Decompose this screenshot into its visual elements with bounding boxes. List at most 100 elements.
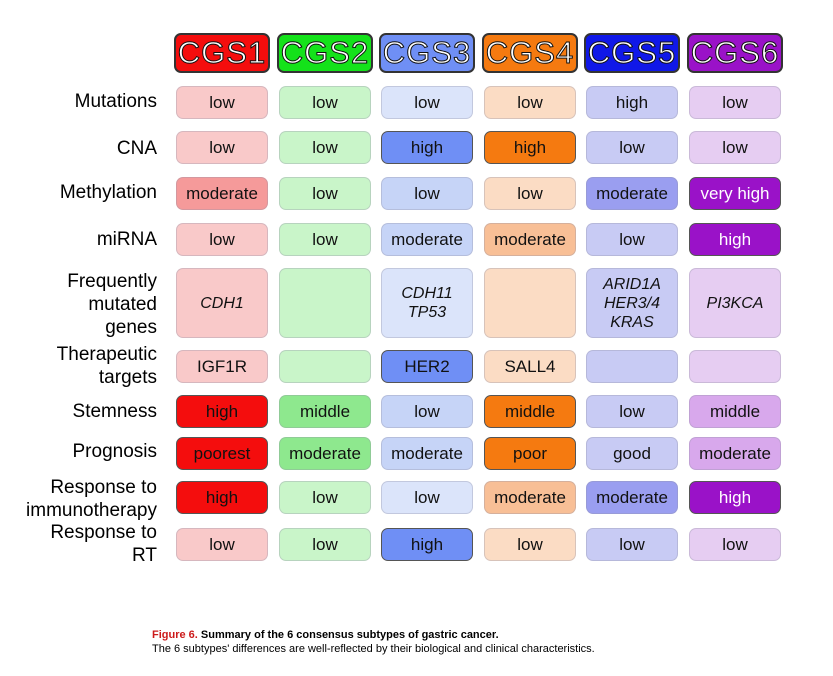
cell-cgs5: moderate [586, 177, 678, 210]
cell-cgs4: low [484, 86, 576, 119]
cell-cgs6: high [689, 481, 781, 514]
header-cgs4: CGS4 [482, 33, 578, 73]
cell-cgs5 [586, 350, 678, 383]
cell-text: high [513, 138, 547, 157]
cell-cgs1: low [176, 86, 268, 119]
cell-cgs6: low [689, 131, 781, 164]
header-cgs2: CGS2 [277, 33, 373, 73]
cell-cgs2: low [279, 177, 371, 210]
cell-cgs4: moderate [484, 223, 576, 256]
cell-text: high [205, 402, 239, 421]
cell-text: ARID1A HER3/4 KRAS [603, 275, 661, 331]
cell-cgs2: middle [279, 395, 371, 428]
cell-text: moderate [289, 444, 361, 463]
caption-label: Figure 6. [152, 629, 198, 641]
cell-text: high [615, 93, 649, 112]
cell-cgs4 [484, 268, 576, 338]
figure-caption: Figure 6. Summary of the 6 consensus sub… [152, 628, 595, 656]
cell-text: moderate [699, 444, 771, 463]
cell-cgs5: low [586, 131, 678, 164]
cell-text: low [517, 93, 543, 112]
cell-text: low [619, 230, 645, 249]
row-label: Therapeutic targets [56, 344, 157, 388]
cell-text: low [619, 138, 645, 157]
cell-cgs1: moderate [176, 177, 268, 210]
cell-text: middle [709, 402, 761, 421]
row-label: Prognosis [72, 441, 158, 462]
cell-cgs3: moderate [381, 223, 473, 256]
row-label: Stemness [72, 401, 157, 422]
cell-text: low [517, 184, 543, 203]
cell-cgs2: low [279, 86, 371, 119]
cell-cgs2: low [279, 131, 371, 164]
cell-text: high [410, 535, 444, 554]
cell-text: middle [504, 402, 556, 421]
cell-cgs4: high [484, 131, 576, 164]
cell-cgs4: middle [484, 395, 576, 428]
cell-text: low [414, 93, 440, 112]
header-cgs3: CGS3 [379, 33, 475, 73]
cell-cgs5: ARID1A HER3/4 KRAS [586, 268, 678, 338]
cell-cgs5: low [586, 223, 678, 256]
cell-text: moderate [494, 230, 566, 249]
row-label: Response to RT [50, 522, 157, 566]
cell-cgs6: low [689, 86, 781, 119]
cell-text: high [718, 230, 752, 249]
cell-cgs3: HER2 [381, 350, 473, 383]
cell-cgs6 [689, 350, 781, 383]
cell-text: low [312, 138, 338, 157]
cell-text: high [410, 138, 444, 157]
cell-cgs2 [279, 350, 371, 383]
cell-cgs4: moderate [484, 481, 576, 514]
cell-text: moderate [494, 488, 566, 507]
row-label: Methylation [59, 182, 157, 203]
cell-text: high [205, 488, 239, 507]
cell-cgs6: middle [689, 395, 781, 428]
cell-text: CDH11 TP53 [401, 285, 453, 321]
row-label: CNA [116, 138, 157, 159]
cell-cgs2: low [279, 528, 371, 561]
cell-text: poor [512, 444, 548, 463]
cell-text: HER2 [404, 357, 450, 376]
row-label: Frequently mutated genes [67, 271, 157, 338]
cell-text: low [414, 184, 440, 203]
cell-cgs1: low [176, 223, 268, 256]
cell-text: CDH1 [200, 294, 244, 312]
cell-cgs5: high [586, 86, 678, 119]
cell-cgs6: moderate [689, 437, 781, 470]
cell-text: very high [700, 184, 770, 203]
cell-cgs5: low [586, 395, 678, 428]
cell-cgs6: PI3KCA [689, 268, 781, 338]
cell-cgs3: low [381, 177, 473, 210]
cell-text: moderate [596, 488, 668, 507]
header-cgs1: CGS1 [174, 33, 270, 73]
cell-cgs1: IGF1R [176, 350, 268, 383]
cell-text: low [517, 535, 543, 554]
row-label: miRNA [96, 229, 157, 250]
caption-text: The 6 subtypes' differences are well-ref… [152, 643, 595, 655]
header-cgs6: CGS6 [687, 33, 783, 73]
cell-cgs3: moderate [381, 437, 473, 470]
cell-cgs2 [279, 268, 371, 338]
cell-text: PI3KCA [706, 294, 764, 312]
cell-text: low [722, 535, 748, 554]
cell-text: low [209, 138, 235, 157]
cell-text: low [722, 93, 748, 112]
cell-text: low [619, 402, 645, 421]
cell-text: SALL4 [504, 357, 556, 376]
cell-text: low [209, 93, 235, 112]
cell-text: low [312, 184, 338, 203]
cell-text: low [312, 230, 338, 249]
cell-cgs1: CDH1 [176, 268, 268, 338]
cell-cgs4: low [484, 177, 576, 210]
cell-text: moderate [391, 230, 463, 249]
cell-cgs3: high [381, 131, 473, 164]
cell-cgs1: poorest [176, 437, 268, 470]
cell-cgs5: moderate [586, 481, 678, 514]
cell-text: low [722, 138, 748, 157]
cell-cgs5: low [586, 528, 678, 561]
cell-cgs1: high [176, 481, 268, 514]
cell-text: low [414, 488, 440, 507]
cell-text: good [613, 444, 651, 463]
